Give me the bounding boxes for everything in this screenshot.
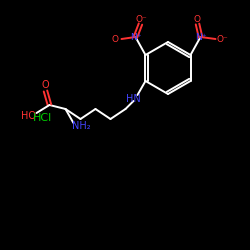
Text: O⁻: O⁻ — [136, 14, 147, 24]
Text: HCl: HCl — [32, 113, 52, 123]
Text: N⁺: N⁺ — [195, 32, 206, 42]
Text: O: O — [112, 34, 119, 43]
Text: HN: HN — [126, 94, 141, 104]
Text: O⁻: O⁻ — [217, 34, 228, 43]
Text: N⁺: N⁺ — [130, 32, 141, 42]
Text: HO: HO — [21, 111, 36, 121]
Text: O: O — [42, 80, 49, 90]
Text: NH₂: NH₂ — [72, 121, 91, 131]
Text: O: O — [193, 14, 200, 24]
